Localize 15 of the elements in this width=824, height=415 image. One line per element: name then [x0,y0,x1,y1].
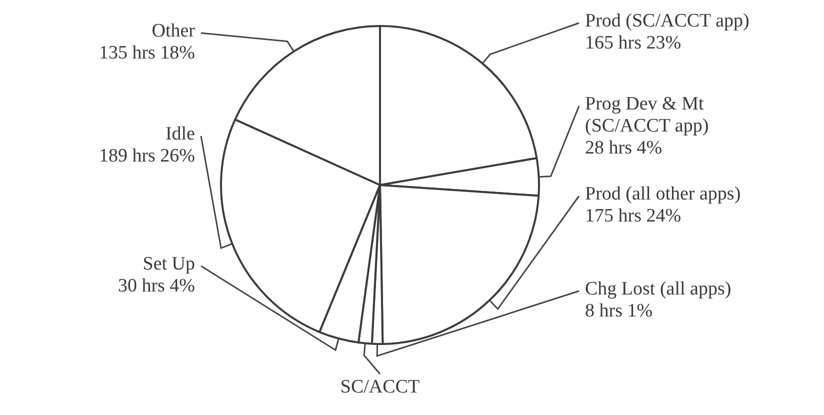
slice-label: Other [152,20,196,42]
slice-label: Prod (all other apps) [585,183,741,204]
slice-label: Idle [165,123,195,144]
data-label: 189 hrs 26% [98,145,196,166]
data-label: 8 hrs 1% [585,300,653,322]
slice-label: Chg Lost (all apps) [585,278,732,300]
data-label: 30 hrs 4% [118,275,196,296]
data-label: 28 hrs 4% [585,137,662,158]
data-label: 165 hrs 23% [585,32,682,54]
slice-label: Set Up [142,253,195,274]
data-label: 175 hrs 24% [585,205,682,226]
slice-label: SC/ACCT [340,376,420,398]
data-label: 135 hrs 18% [98,42,196,64]
slice-label: Prod (SC/ACCT app) [585,10,750,32]
slice-label: Prog Dev & Mt (SC/ACCT app) [585,93,709,136]
